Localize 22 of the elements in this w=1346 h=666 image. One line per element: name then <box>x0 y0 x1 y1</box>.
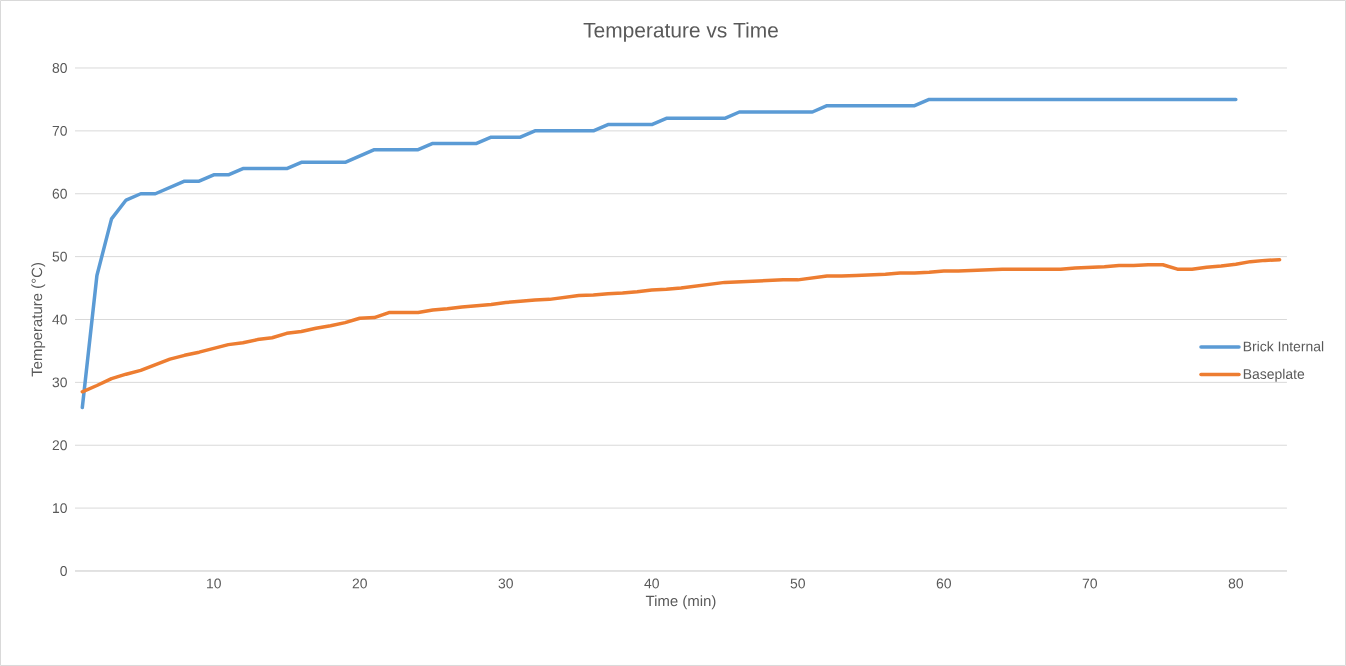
legend-label: Baseplate <box>1243 368 1305 382</box>
x-tick-label: 30 <box>498 578 513 589</box>
y-axis-title: Temperature (°C) <box>31 263 46 377</box>
x-tick-label: 10 <box>207 578 221 589</box>
y-tick-label: 80 <box>52 63 67 73</box>
chart-title: Temperature vs Time <box>583 22 778 42</box>
x-tick-label: 40 <box>644 578 659 589</box>
x-tick-label: 50 <box>790 578 805 589</box>
y-tick-label: 70 <box>52 125 67 136</box>
y-tick-label: 30 <box>52 377 67 388</box>
y-tick-label: 50 <box>52 251 67 262</box>
x-tick-label: 20 <box>352 578 367 589</box>
legend-label: Brick Internal <box>1243 341 1324 352</box>
x-tick-label: 60 <box>936 578 952 589</box>
x-axis-title: Time (min) <box>645 595 716 610</box>
x-tick-label: 70 <box>1082 578 1098 589</box>
y-tick-label: 40 <box>52 314 67 325</box>
y-tick-label: 60 <box>52 188 67 199</box>
x-tick-label: 80 <box>1228 578 1244 589</box>
y-tick-label: 0 <box>60 566 67 576</box>
y-tick-label: 20 <box>52 440 67 451</box>
y-tick-label: 10 <box>53 503 67 514</box>
